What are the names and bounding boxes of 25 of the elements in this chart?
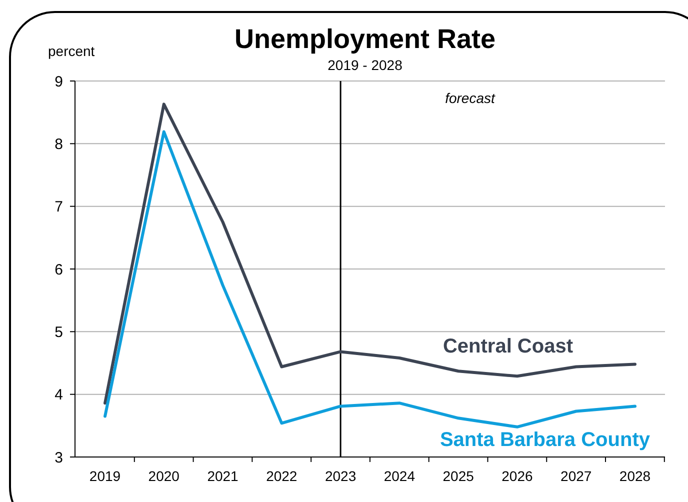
y-tick-label: 3 xyxy=(54,449,63,466)
y-tick-label: 4 xyxy=(54,386,63,404)
line-series xyxy=(104,102,636,405)
series-label: Central Coast xyxy=(442,335,574,358)
x-tick-label: 2022 xyxy=(266,468,298,484)
x-tick-label: 2020 xyxy=(148,468,180,484)
x-tick-label: 2027 xyxy=(560,468,592,484)
chart-subtitle: 2019 - 2028 xyxy=(328,57,403,73)
annotation: forecast xyxy=(445,90,496,106)
line-series xyxy=(104,130,636,428)
x-tick-label: 2028 xyxy=(619,468,651,484)
y-tick-label: 6 xyxy=(54,261,63,278)
x-tick-label: 2026 xyxy=(502,468,534,484)
x-tick-label: 2021 xyxy=(207,468,239,484)
x-tick-label: 2025 xyxy=(442,468,474,484)
y-tick-label: 8 xyxy=(54,136,63,153)
series-label: Santa Barbara County xyxy=(440,429,651,452)
y-tick-label: 5 xyxy=(54,324,63,341)
y-tick-label: 7 xyxy=(54,198,63,216)
y-tick-label: 9 xyxy=(54,73,63,90)
x-tick-label: 2023 xyxy=(324,468,356,484)
x-tick-label: 2019 xyxy=(89,468,121,484)
x-tick-label: 2024 xyxy=(384,468,416,484)
y-axis-title: percent xyxy=(48,43,95,59)
chart-title: Unemployment Rate xyxy=(234,24,496,54)
